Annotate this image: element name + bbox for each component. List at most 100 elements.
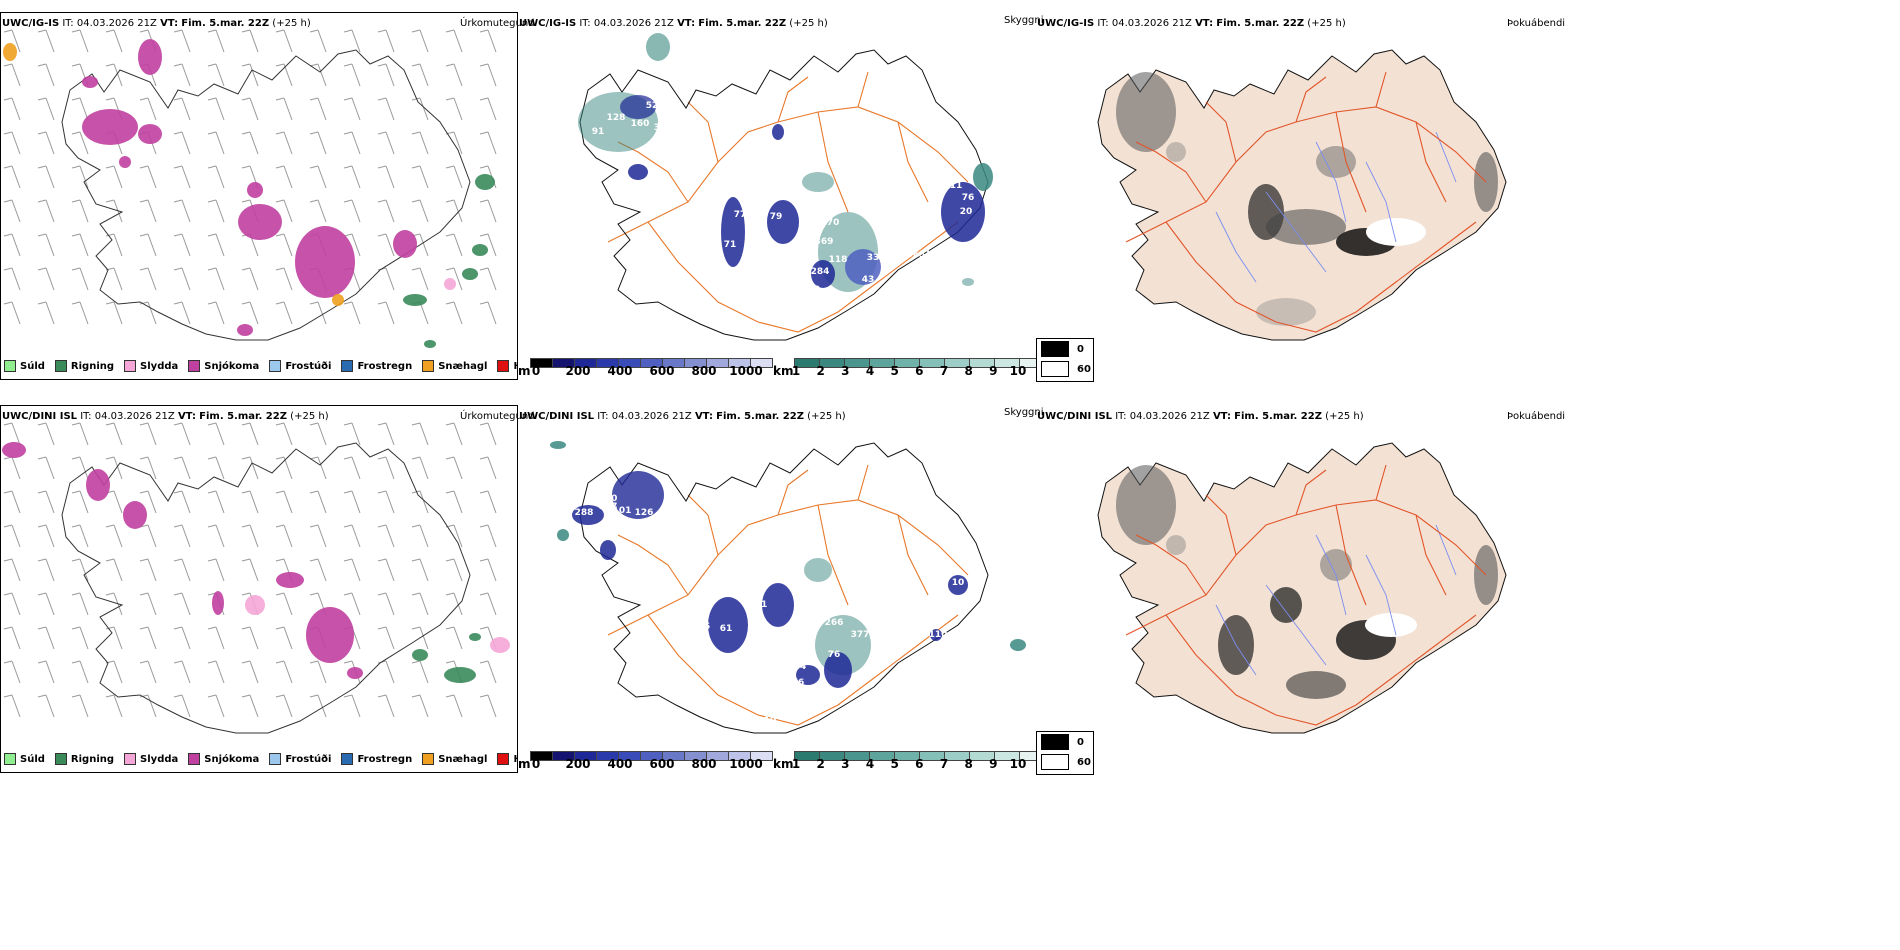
precip-area	[119, 156, 131, 168]
cloud-height-label: 71	[724, 240, 737, 250]
wind-barb-flag	[207, 29, 217, 33]
wind-barb	[453, 233, 463, 257]
wind-barb	[453, 626, 463, 650]
wind-barb	[113, 29, 123, 53]
model-name: UWC/DINI ISL	[519, 411, 595, 422]
wind-barb-flag	[411, 63, 421, 67]
wind-barb	[385, 97, 395, 121]
wind-barb-flag	[479, 233, 489, 237]
colorbar-segment	[750, 358, 773, 368]
fog-area	[1270, 587, 1302, 623]
wind-barb-flag	[343, 165, 353, 169]
cloud-area	[572, 505, 604, 525]
fog-area	[1166, 535, 1186, 555]
wind-barb-flag	[275, 456, 285, 460]
cloud-height-label: 61	[720, 624, 733, 634]
wind-barb-flag	[411, 267, 421, 271]
wind-barb	[79, 490, 89, 514]
wind-barb-flag	[445, 422, 455, 426]
wind-barb-flag	[343, 301, 353, 305]
colorbar-tick: 4	[865, 757, 875, 771]
wind-barb-flag	[105, 233, 115, 237]
road-line	[1205, 494, 1237, 556]
wind-barb	[79, 456, 89, 480]
wind-barb	[385, 660, 395, 684]
colorbar-tick: 3	[841, 364, 850, 378]
wind-barb	[249, 660, 259, 684]
wind-barb	[79, 558, 89, 582]
wind-barb-flag	[71, 131, 81, 135]
wind-barb	[45, 97, 55, 121]
wind-barb-flag	[37, 456, 47, 460]
wind-barb-flag	[71, 165, 81, 169]
wind-barb	[181, 558, 191, 582]
cloud-height-label: 20	[960, 207, 973, 217]
wind-barb-flag	[71, 199, 81, 203]
wind-barb	[385, 131, 395, 155]
roads	[1125, 71, 1487, 333]
wind-barbs	[3, 29, 497, 325]
wind-barb-flag	[479, 456, 489, 460]
vt-value: Fim. 5.mar. 22Z	[716, 411, 804, 422]
precip-area	[295, 226, 355, 298]
wind-barb	[181, 524, 191, 548]
vt-label: VT:	[677, 18, 696, 29]
wind-barb	[45, 558, 55, 582]
colorbar-tick: 1000	[729, 364, 763, 378]
wind-barb-flag	[411, 592, 421, 596]
wind-barb-flag	[71, 592, 81, 596]
wind-barb-flag	[241, 490, 251, 494]
wind-barb-flag	[479, 131, 489, 135]
wind-barb-flag	[275, 267, 285, 271]
road-line	[647, 614, 959, 726]
precip-area	[123, 501, 147, 529]
legend-swatch	[497, 360, 510, 372]
river-line	[1435, 524, 1457, 576]
wind-barb	[147, 626, 157, 650]
river-line	[1315, 534, 1347, 616]
precip-area	[3, 43, 17, 61]
fog-area	[1320, 549, 1352, 581]
wind-barb	[11, 592, 21, 616]
colorbar-segment	[706, 358, 728, 368]
wind-barb-flag	[309, 165, 319, 169]
road-line	[1205, 101, 1237, 163]
wind-barb-flag	[445, 165, 455, 169]
cloud-height-label: 363	[907, 250, 926, 260]
wind-barb-flag	[275, 558, 285, 562]
wind-barb-flag	[173, 97, 183, 101]
wind-barb	[487, 422, 497, 446]
colorbar-tick: 1000	[729, 757, 763, 771]
wind-barb	[487, 524, 497, 548]
wind-barb	[45, 524, 55, 548]
wind-barb	[419, 233, 429, 257]
wind-barb	[11, 524, 21, 548]
wind-barb	[249, 63, 259, 87]
wind-barb	[79, 131, 89, 155]
legend-swatch	[341, 360, 354, 372]
wind-barb-flag	[3, 660, 13, 664]
cloud-height-label: 79	[780, 688, 793, 698]
wind-barb-flag	[37, 524, 47, 528]
wind-barb-flag	[445, 558, 455, 562]
fog-legend-bottom: 0 60	[1036, 731, 1094, 775]
cloud-height-label: 61	[755, 600, 768, 610]
wind-barb-flag	[71, 233, 81, 237]
colorbar-segment	[596, 358, 618, 368]
cloud-height-label: 116	[907, 234, 926, 244]
wind-barb	[317, 490, 327, 514]
wind-barb	[45, 422, 55, 446]
wind-barb	[249, 558, 259, 582]
cloud-height-label: 284	[811, 267, 830, 277]
fog-area	[1286, 671, 1346, 699]
wind-barb-flag	[241, 558, 251, 562]
precip-area	[306, 607, 354, 663]
wind-barb	[385, 592, 395, 616]
wind-barb-flag	[343, 660, 353, 664]
wind-barb-flag	[3, 63, 13, 67]
wind-barb-flag	[275, 199, 285, 203]
wind-barb-flag	[3, 694, 13, 698]
wind-barb-flag	[173, 490, 183, 494]
wind-barb-flag	[377, 301, 387, 305]
